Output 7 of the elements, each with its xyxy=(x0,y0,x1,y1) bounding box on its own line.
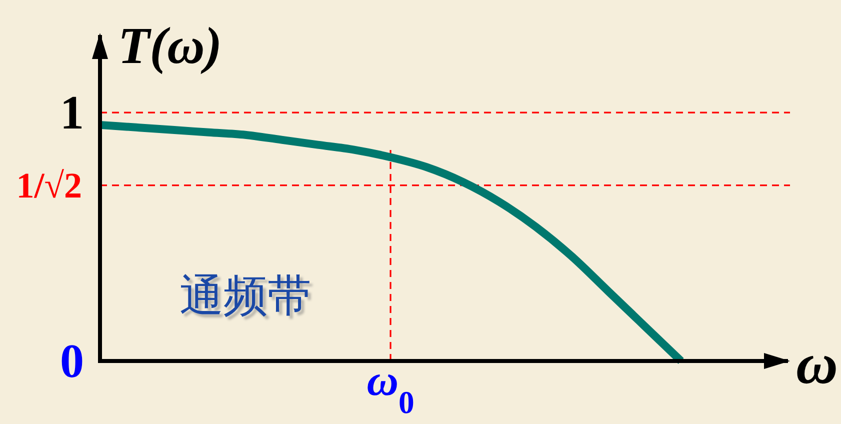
ref-line-label: 1/√2 xyxy=(16,165,82,206)
x-tick-label: ω$_{0}$ xyxy=(366,356,414,420)
annotation: 通频带 xyxy=(179,270,312,320)
x-axis-title: ω xyxy=(796,331,838,396)
y-tick-label: 1 xyxy=(60,86,84,140)
y-axis-title: T(ω) xyxy=(118,18,222,75)
y-tick-label: 0 xyxy=(60,334,84,388)
